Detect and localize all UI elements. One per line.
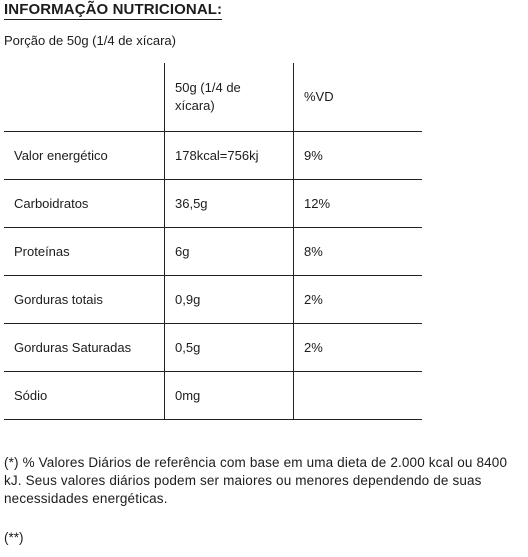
- nutrient-name: Gorduras totais: [4, 275, 165, 324]
- nutrient-amount: 178kcal=756kj: [164, 131, 294, 180]
- header-dv: %VD: [293, 63, 422, 132]
- portion-size: Porção de 50g (1/4 de xícara): [4, 33, 176, 48]
- nutrient-amount: 0,9g: [164, 275, 294, 324]
- nutrient-amount: 0,5g: [164, 323, 294, 372]
- table-row: Sódio 0mg: [4, 371, 422, 420]
- nutrient-name: Sódio: [4, 371, 165, 420]
- nutrition-title: INFORMAÇÃO NUTRICIONAL:: [4, 1, 223, 20]
- footnote-daily-values: (*) % Valores Diários de referência com …: [4, 455, 508, 506]
- footnote-double-asterisk: (**): [4, 530, 24, 545]
- nutrient-name: Carboidratos: [4, 179, 165, 228]
- table-row: Carboidratos 36,5g 12%: [4, 179, 422, 228]
- nutrition-table: 50g (1/4 de xícara) %VD Valor energético…: [4, 63, 422, 420]
- nutrient-amount: 6g: [164, 227, 294, 276]
- nutrient-dv: 12%: [293, 179, 422, 228]
- table-row: Proteínas 6g 8%: [4, 227, 422, 276]
- nutrient-amount: 0mg: [164, 371, 294, 420]
- table-row: Gorduras totais 0,9g 2%: [4, 275, 422, 324]
- nutrient-dv: 2%: [293, 275, 422, 324]
- header-nutrient: [4, 63, 165, 132]
- header-amount: 50g (1/4 de xícara): [164, 63, 294, 132]
- table-row: Gorduras Saturadas 0,5g 2%: [4, 323, 422, 372]
- nutrient-dv: 8%: [293, 227, 422, 276]
- table-header-row: 50g (1/4 de xícara) %VD: [4, 63, 422, 132]
- nutrient-name: Gorduras Saturadas: [4, 323, 165, 372]
- table-row: Valor energético 178kcal=756kj 9%: [4, 131, 422, 180]
- nutrient-name: Proteínas: [4, 227, 165, 276]
- nutrient-name: Valor energético: [4, 131, 165, 180]
- nutrient-dv: [293, 371, 422, 420]
- nutrient-dv: 9%: [293, 131, 422, 180]
- nutrient-amount: 36,5g: [164, 179, 294, 228]
- nutrient-dv: 2%: [293, 323, 422, 372]
